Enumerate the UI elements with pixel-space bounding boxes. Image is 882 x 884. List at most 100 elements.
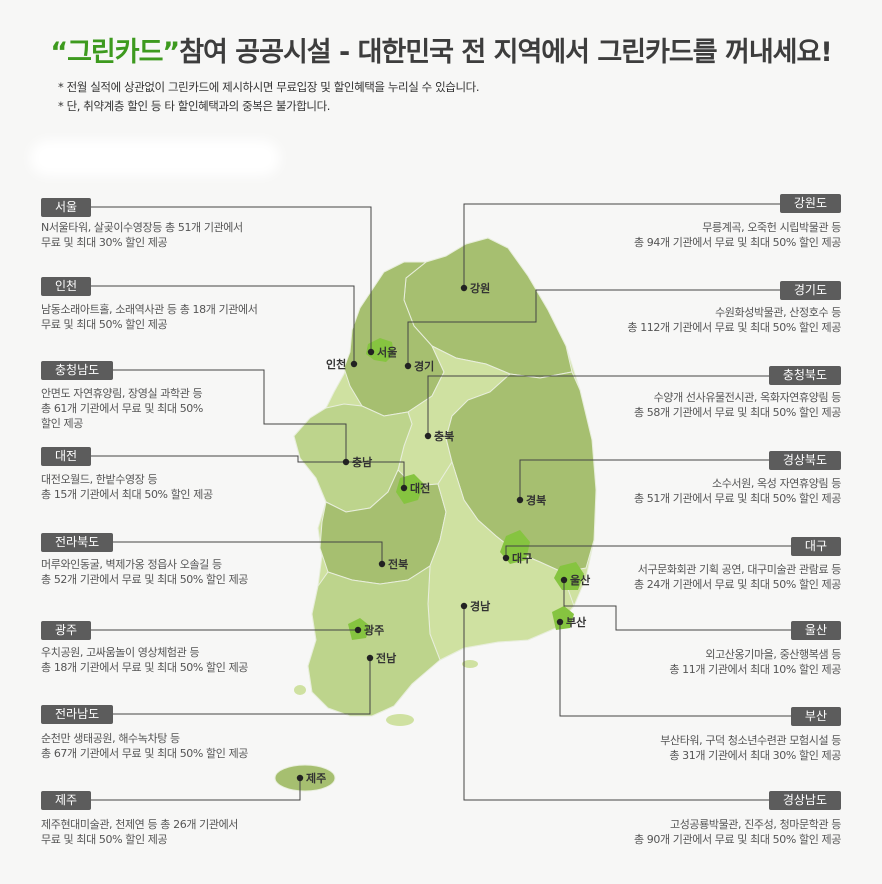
dot-daejeon xyxy=(400,484,408,492)
title-rest: 참여 공공시설 - 대한민국 전 지역에서 그린카드를 꺼내세요! xyxy=(179,37,832,68)
desc-chungbuk: 수양개 선사유물전시관, 옥화자연휴양림 등 총 58개 기관에서 무료 및 최… xyxy=(634,390,841,420)
pill-ulsan: 울산 xyxy=(790,621,841,640)
line-busan xyxy=(559,622,841,717)
desc-line: 제주현대미술관, 천제연 등 총 26개 기관에서 xyxy=(41,818,239,831)
desc-line: 안면도 자연휴양림, 장영실 과학관 등 xyxy=(41,387,203,400)
map-ulsan-blob xyxy=(554,562,584,590)
dot-jeju xyxy=(296,774,304,782)
desc-busan: 부산타워, 구덕 청소년수련관 모험시설 등 총 31개 기관에서 최대 30%… xyxy=(660,733,841,763)
note-2: * 단, 취약계층 할인 등 타 할인혜택과의 중복은 불가합니다. xyxy=(58,99,331,113)
dot-daegu xyxy=(502,554,510,562)
line-ulsan xyxy=(563,580,841,631)
dot-incheon xyxy=(350,360,358,368)
map-dots xyxy=(296,284,568,782)
desc-line: 무릉계곡, 오죽헌 시립박물관 등 xyxy=(702,221,841,234)
desc-line: 머루와인동굴, 벽제가옹 정읍사 오솔길 등 xyxy=(41,558,222,571)
desc-line: 남동소래아트홀, 소래역사관 등 총 18개 기관에서 xyxy=(41,303,258,316)
desc-gyeongbuk: 소수서원, 옥성 자연휴양림 등 총 51개 기관에서 무료 및 최대 50% … xyxy=(634,476,841,506)
map-label-daegu: 대구 xyxy=(512,551,532,565)
desc-line: 총 94개 기관에서 무료 및 최대 50% 할인 제공 xyxy=(633,236,841,249)
map-label-seoul: 서울 xyxy=(377,345,397,359)
pill-daegu: 대구 xyxy=(790,537,841,556)
desc-line: 총 112개 기관에서 무료 및 최대 50% 할인 제공 xyxy=(627,321,841,334)
map-label-jeju: 제주 xyxy=(306,771,326,785)
line-chungnam xyxy=(41,369,347,462)
desc-line: 수원화성박물관, 산정호수 등 xyxy=(715,306,841,319)
title-accent: “그린카드” xyxy=(50,37,180,68)
dot-busan xyxy=(556,618,564,626)
line-daejeon xyxy=(41,455,405,488)
map-daejeon-blob xyxy=(396,474,424,504)
line-gyeongnam xyxy=(463,606,841,801)
line-seoul xyxy=(41,206,372,352)
desc-line: 총 52개 기관에서 무료 및 최대 50% 할인 제공 xyxy=(41,573,249,586)
notes: * 전월 실적에 상관없이 그린카드에 제시하시면 무료입장 및 할인혜택을 누… xyxy=(58,78,479,116)
desc-line: 총 51개 기관에서 무료 및 최대 50% 할인 제공 xyxy=(633,492,841,505)
line-jeju xyxy=(41,778,301,801)
pill-chungbuk: 충청북도 xyxy=(768,366,841,385)
desc-gwangju: 우치공원, 고싸움놀이 영상체험관 등 총 18개 기관에서 무료 및 최대 5… xyxy=(41,645,248,675)
line-daegu xyxy=(505,545,841,558)
dot-gangwon xyxy=(460,284,468,292)
blurred-overlay xyxy=(30,140,280,176)
dot-jeonnam xyxy=(366,654,374,662)
desc-seoul: N서울타워, 살곶이수영장등 총 51개 기관에서 무료 및 최대 30% 할인… xyxy=(41,220,243,250)
desc-line: 총 61개 기관에서 무료 및 최대 50% xyxy=(41,402,203,415)
desc-line: 총 67개 기관에서 무료 및 최대 50% 할인 제공 xyxy=(41,747,249,760)
map-label-incheon: 인천 xyxy=(326,357,346,371)
line-jeonnam xyxy=(41,658,371,715)
pill-gwangju: 광주 xyxy=(41,621,92,640)
dot-gyeongnam xyxy=(460,602,468,610)
dot-gwangju xyxy=(354,626,362,634)
map-label-chungbuk: 충북 xyxy=(434,429,454,443)
desc-gyeonggi: 수원화성박물관, 산정호수 등 총 112개 기관에서 무료 및 최대 50% … xyxy=(627,305,841,335)
desc-line: 총 11개 기관에서 최대 10% 할인 제공 xyxy=(669,663,841,676)
map-label-gyeongbuk: 경북 xyxy=(526,493,546,507)
dot-chungnam xyxy=(342,458,350,466)
pill-gyeonggi: 경기도 xyxy=(779,281,841,300)
desc-line: 총 31개 기관에서 최대 30% 할인 제공 xyxy=(669,749,841,762)
map-label-gangwon: 강원 xyxy=(470,281,490,295)
map-label-gyeonggi: 경기 xyxy=(414,359,434,373)
desc-gangwon: 무릉계곡, 오죽헌 시립박물관 등 총 94개 기관에서 무료 및 최대 50%… xyxy=(634,220,841,250)
pill-jeonnam: 전라남도 xyxy=(41,705,114,724)
pill-jeonbuk: 전라북도 xyxy=(41,533,114,552)
desc-line: 소수서원, 옥성 자연휴양림 등 xyxy=(711,477,841,490)
desc-gyeongnam: 고성공룡박물관, 진주성, 청마문학관 등 총 90개 기관에서 무료 및 최대… xyxy=(634,817,841,847)
desc-line: 총 90개 기관에서 무료 및 최대 50% 할인 제공 xyxy=(633,833,841,846)
map-seoul-blob xyxy=(366,338,394,362)
desc-line: N서울타워, 살곶이수영장등 총 51개 기관에서 xyxy=(41,221,243,234)
pill-gyeongbuk: 경상북도 xyxy=(768,451,841,470)
line-gyeonggi xyxy=(407,289,841,366)
map-island-1 xyxy=(386,714,414,726)
map-label-jeonbuk: 전북 xyxy=(388,557,408,571)
pill-busan: 부산 xyxy=(790,707,841,726)
map-jeonnam xyxy=(307,565,441,717)
desc-line: 무료 및 최대 30% 할인 제공 xyxy=(41,236,168,249)
dot-chungbuk xyxy=(424,432,432,440)
line-gyeongbuk xyxy=(519,459,841,500)
desc-line: 총 15개 기관에서 최대 50% 할인 제공 xyxy=(41,488,213,501)
dot-gyeonggi xyxy=(404,362,412,370)
map-label-gyeongnam: 경남 xyxy=(470,599,490,613)
desc-line: 서구문화회관 기획 공연, 대구미술관 관람료 등 xyxy=(637,563,842,576)
desc-jeonbuk: 머루와인동굴, 벽제가옹 정읍사 오솔길 등 총 52개 기관에서 무료 및 최… xyxy=(41,557,248,587)
map-label-daejeon: 대전 xyxy=(410,481,430,495)
desc-line: 총 58개 기관에서 무료 및 최대 50% 할인 제공 xyxy=(633,406,841,419)
page-title: “그린카드”참여 공공시설 - 대한민국 전 지역에서 그린카드를 꺼내세요! xyxy=(0,30,882,69)
pill-gyeongnam: 경상남도 xyxy=(768,791,841,810)
pill-chungnam: 충청남도 xyxy=(41,361,114,380)
desc-line: 순천만 생태공원, 해수녹차탕 등 xyxy=(41,732,180,745)
connector-lines xyxy=(41,203,841,801)
pill-seoul: 서울 xyxy=(41,198,92,217)
map-label-busan: 부산 xyxy=(566,615,586,629)
desc-incheon: 남동소래아트홀, 소래역사관 등 총 18개 기관에서 무료 및 최대 50% … xyxy=(41,302,258,332)
dot-seoul xyxy=(367,348,375,356)
dot-gyeongbuk xyxy=(516,496,524,504)
pill-gangwon: 강원도 xyxy=(779,194,841,213)
line-gangwon xyxy=(463,203,841,288)
desc-jeonnam: 순천만 생태공원, 해수녹차탕 등 총 67개 기관에서 무료 및 최대 50%… xyxy=(41,731,248,761)
desc-ulsan: 외고산옹기마을, 중산행복샘 등 총 11개 기관에서 최대 10% 할인 제공 xyxy=(669,647,841,677)
map-label-ulsan: 울산 xyxy=(570,573,590,587)
